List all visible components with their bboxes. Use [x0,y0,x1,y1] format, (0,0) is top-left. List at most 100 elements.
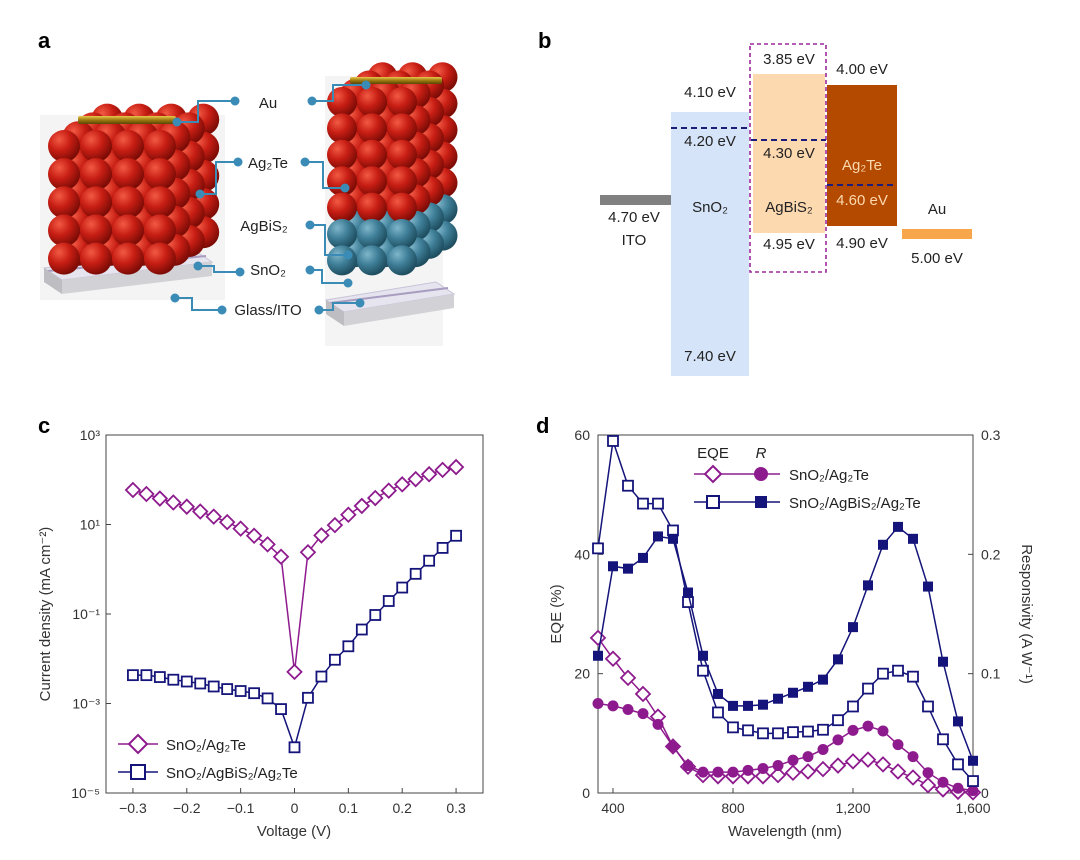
data-point [353,497,371,515]
ag2te-nanocrystal [357,166,387,197]
data-point [342,640,355,653]
layer-label-sno2: SnO₂ [250,262,286,279]
data-point [847,700,859,713]
ag2te-nanocrystal [112,158,144,191]
legend-c-series-0: SnO₂/Ag₂Te [166,737,246,754]
data-point [328,653,341,666]
data-point [382,595,395,607]
legend-header-r: R [756,445,767,462]
data-point [127,669,139,682]
connector-line [310,224,348,256]
x-tick-label: 0.3 [446,800,466,816]
data-point [667,740,679,752]
x-tick-label: 400 [601,800,625,816]
panel-label-c: c [38,413,50,438]
connector-dot [233,157,243,167]
substrate-front [62,262,212,294]
data-point [952,782,964,794]
data-point [207,680,220,693]
data-point [772,760,784,772]
y-tick-label: 0 [582,785,590,801]
data-point [742,724,754,737]
ag2te-nanocrystal [144,158,176,191]
ag2te-nanocrystal [112,186,144,219]
data-point [802,751,814,763]
data-point [713,688,723,699]
au-electrode [350,77,442,84]
data-point [862,682,874,695]
data-point [447,458,465,476]
connector-dot [305,220,315,230]
data-point [604,650,622,668]
data-point [697,766,709,778]
ag2te-nanocrystal [144,130,176,162]
data-point [847,724,859,736]
chart-d-ylabel: EQE (%) [548,584,565,643]
ito-level-label: 4.70 eV [608,209,660,226]
data-point [904,769,922,786]
y2-tick-label: 0.3 [981,427,1001,443]
agbis2-nanocrystal [327,245,357,276]
ag2te-name: Ag₂Te [842,157,882,174]
data-point [221,683,234,695]
data-point [727,721,739,734]
data-point [818,674,828,685]
au-electrode [78,116,176,124]
panel-a: a Au Ag₂Te AgBiS₂ SnO₂ Glass/ITO [38,28,458,346]
data-point [634,685,652,703]
data-point [697,664,709,677]
data-point [877,667,889,680]
data-point [728,700,738,711]
connector-line [319,302,360,311]
connector-line [177,100,235,123]
data-point [622,703,634,715]
data-point [878,539,888,550]
data-point [340,506,357,524]
series-line [597,440,974,782]
ag2te-nanocrystal [144,214,176,247]
chart-c-legend: SnO₂/Ag₂Te SnO₂/AgBiS₂/Ag₂Te [118,733,298,782]
data-point [967,775,979,787]
data-point [450,529,462,542]
x-tick-label: 0.2 [392,800,412,816]
y-tick-label: 10³ [80,427,101,443]
legend-header-eqe: EQE [697,445,729,462]
data-point [218,513,236,531]
data-point [923,581,933,592]
data-point [787,754,799,766]
au-level-bar [902,229,972,239]
connector-line [198,265,240,273]
connector-dot [361,80,371,90]
data-point [938,656,948,667]
ag2te-nanocrystal [80,186,112,219]
ag2te-nanocrystal [80,214,112,247]
data-point [299,543,317,561]
x-tick-label: −0.1 [227,800,255,816]
data-point [248,687,261,700]
y-tick-label: 20 [574,666,590,682]
x-tick-label: 0 [291,800,299,816]
x-tick-label: −0.3 [119,800,147,816]
y-tick-label: 40 [574,546,590,562]
data-point [124,481,142,499]
data-point [683,587,693,598]
data-point [712,766,724,778]
data-point [180,675,193,688]
data-point [315,670,328,683]
connector-dot [343,250,353,260]
series-1 [592,698,979,797]
connector-line [175,297,222,311]
data-point [829,757,847,774]
series-0 [124,458,465,681]
sno2-top-label: 4.10 eV [684,84,736,101]
ag2te-bottom-label: 4.90 eV [836,235,888,252]
data-point [833,654,843,665]
data-point [907,670,919,683]
legend-c-series-1: SnO₂/AgBiS₂/Ag₂Te [166,765,298,782]
connector-dot [340,183,350,193]
ito-layer [329,287,449,304]
ag2te-nanocrystal [327,113,357,144]
series-line [132,466,457,672]
data-point [968,755,978,766]
